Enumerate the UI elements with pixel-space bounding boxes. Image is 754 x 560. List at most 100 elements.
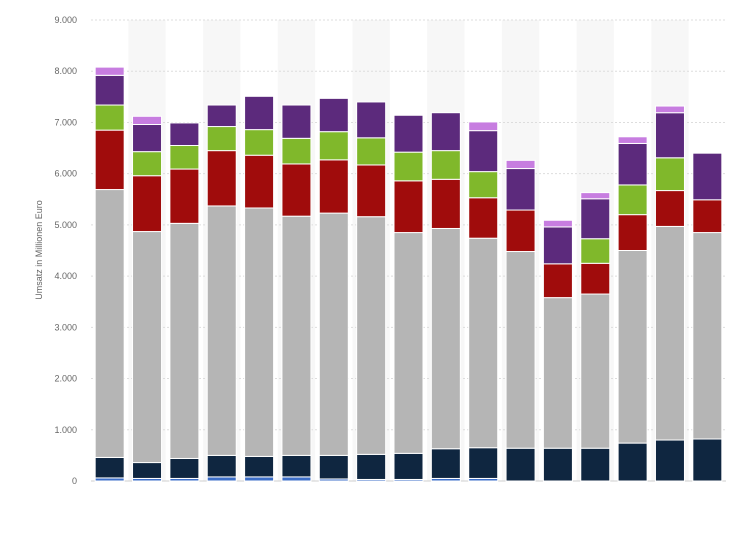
bar-stack <box>654 105 685 482</box>
bar-segment <box>281 104 312 139</box>
bar-segment <box>654 105 685 114</box>
bar-segment <box>393 180 424 234</box>
bar-segment <box>94 66 125 76</box>
bar-segment <box>654 157 685 192</box>
y-axis-label: Umsatz in Millionen Euro <box>34 200 44 300</box>
bar-segment <box>94 456 125 479</box>
bar-segment <box>206 476 237 482</box>
bar-segment <box>542 219 573 228</box>
bar-segment <box>356 164 387 218</box>
bar-segment <box>654 112 685 159</box>
bar-segment <box>132 115 163 125</box>
bar-segment <box>654 190 685 227</box>
y-axis: 0 1.000 2.000 3.000 4.000 5.000 6.000 7.000 8.00… <box>54 15 77 486</box>
bar-segment <box>468 447 499 479</box>
bar-segment <box>206 104 237 128</box>
bar-segment <box>430 150 461 180</box>
bar-segment <box>94 104 125 131</box>
bar-segment <box>468 197 499 239</box>
bar-segment <box>356 101 387 139</box>
bar-segment <box>580 447 611 482</box>
bar-segment <box>542 263 573 299</box>
bar-segment <box>281 454 312 478</box>
bar-stack <box>393 114 424 482</box>
bar-segment <box>654 439 685 482</box>
bar-stack <box>430 112 461 482</box>
bar-stack <box>617 136 648 482</box>
bar-segment <box>505 251 536 449</box>
bar-stack <box>580 192 611 482</box>
bar-segment <box>468 171 499 199</box>
bar-segment <box>281 476 312 482</box>
y-tick-label: 6.000 <box>54 169 77 179</box>
bar-stack <box>468 121 499 482</box>
bar-segment <box>132 231 163 464</box>
y-tick-label: 0 <box>72 476 77 486</box>
bar-segment <box>468 237 499 449</box>
bar-segment <box>318 159 349 214</box>
bar-segment <box>580 198 611 240</box>
y-tick-label: 1.000 <box>54 425 77 435</box>
bar-segment <box>542 447 573 482</box>
bar-segment <box>617 184 648 216</box>
bar-segment <box>206 454 237 478</box>
bar-segment <box>505 159 536 170</box>
bar-segment <box>356 137 387 166</box>
bar-stack <box>318 97 349 482</box>
bar-segment <box>617 142 648 186</box>
bar-segment <box>617 214 648 251</box>
y-tick-label: 9.000 <box>54 15 77 25</box>
bar-segment <box>281 163 312 217</box>
bar-segment <box>169 122 200 146</box>
y-tick-label: 3.000 <box>54 322 77 332</box>
bar-stack <box>169 122 200 482</box>
bar-segment <box>468 130 499 173</box>
bar-segment <box>468 121 499 132</box>
bar-segment <box>430 227 461 450</box>
bar-segment <box>132 175 163 233</box>
bar-stack <box>94 66 125 482</box>
bar-stack <box>281 104 312 482</box>
bar-segment <box>430 448 461 479</box>
bar-segment <box>505 168 536 211</box>
bar-segment <box>580 293 611 449</box>
y-tick-label: 5.000 <box>54 220 77 230</box>
bar-segment <box>244 154 275 209</box>
y-tick-label: 4.000 <box>54 271 77 281</box>
bar-segment <box>318 97 349 133</box>
y-tick-label: 7.000 <box>54 117 77 127</box>
bar-segment <box>505 209 536 253</box>
bar-segment <box>654 225 685 441</box>
bar-segment <box>542 226 573 265</box>
bar-segment <box>692 199 723 234</box>
bar-segment <box>356 453 387 480</box>
bars-group <box>94 66 723 482</box>
bar-segment <box>244 476 275 482</box>
bar-segment <box>281 137 312 165</box>
bar-segment <box>244 207 275 457</box>
bar-stack <box>132 115 163 482</box>
bar-segment <box>617 442 648 482</box>
bar-stack <box>244 95 275 482</box>
bar-segment <box>393 114 424 153</box>
bar-segment <box>132 462 163 479</box>
bar-segment <box>393 452 424 480</box>
bar-segment <box>94 129 125 191</box>
y-tick-label: 2.000 <box>54 374 77 384</box>
bar-stack <box>505 159 536 482</box>
y-tick-label: 8.000 <box>54 66 77 76</box>
bar-segment <box>169 168 200 224</box>
bar-segment <box>580 262 611 295</box>
bar-segment <box>206 126 237 152</box>
bar-segment <box>356 216 387 455</box>
bar-segment <box>244 129 275 156</box>
bar-stack <box>206 104 237 482</box>
bar-segment <box>580 192 611 200</box>
bar-segment <box>244 455 275 478</box>
bar-segment <box>132 123 163 153</box>
bar-stack <box>692 152 723 482</box>
bar-segment <box>318 212 349 456</box>
bar-segment <box>206 150 237 207</box>
bar-segment <box>692 232 723 440</box>
